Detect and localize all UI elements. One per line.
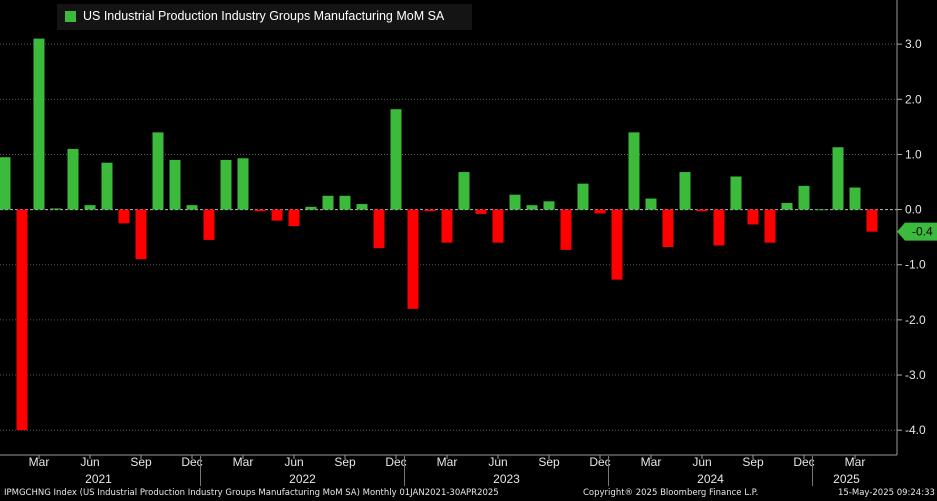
legend: US Industrial Production Industry Groups… bbox=[57, 4, 472, 30]
last-value-label: -0.4 bbox=[912, 225, 933, 239]
x-year-label: 2021 bbox=[85, 472, 112, 486]
bars bbox=[0, 38, 878, 431]
x-month-label: Jun bbox=[284, 455, 303, 469]
bar bbox=[322, 195, 334, 210]
footer-timestamp: 15-May-2025 09:24:33 bbox=[838, 488, 935, 498]
bar bbox=[203, 209, 215, 240]
x-month-label: Jun bbox=[80, 455, 99, 469]
x-month-label: Dec bbox=[181, 455, 202, 469]
last-value-badge bbox=[897, 222, 937, 241]
bar bbox=[526, 205, 538, 210]
bar bbox=[866, 209, 878, 232]
bar bbox=[356, 204, 368, 210]
bar bbox=[101, 162, 113, 210]
bar bbox=[186, 205, 198, 210]
bar bbox=[220, 159, 232, 210]
y-tick-label: 0.0 bbox=[905, 203, 922, 217]
legend-title: US Industrial Production Industry Groups… bbox=[83, 9, 445, 23]
bar bbox=[373, 209, 385, 249]
bar bbox=[271, 209, 283, 221]
bar bbox=[781, 202, 793, 210]
x-month-label: Sep bbox=[742, 455, 764, 469]
bar bbox=[747, 209, 759, 225]
bar bbox=[339, 195, 351, 210]
bar bbox=[67, 148, 79, 210]
bar bbox=[594, 209, 606, 214]
x-month-label: Mar bbox=[233, 455, 254, 469]
bar bbox=[458, 172, 470, 210]
bar bbox=[407, 209, 419, 309]
x-month-label: Mar bbox=[845, 455, 866, 469]
bar bbox=[118, 209, 130, 224]
bar bbox=[254, 209, 266, 212]
bar bbox=[628, 132, 640, 210]
bar bbox=[696, 209, 708, 212]
bar bbox=[492, 209, 504, 243]
bar bbox=[509, 194, 521, 210]
bar bbox=[611, 209, 623, 280]
y-tick-label: -2.0 bbox=[905, 313, 926, 327]
x-month-label: Sep bbox=[130, 455, 152, 469]
footer-source: IPMGCHNG Index (US Industrial Production… bbox=[4, 488, 499, 498]
y-tick-label: 1.0 bbox=[905, 147, 922, 161]
bar bbox=[713, 209, 725, 246]
bar bbox=[798, 185, 810, 210]
y-tick-label: 3.0 bbox=[905, 37, 922, 51]
x-month-label: Sep bbox=[538, 455, 560, 469]
y-tick-label: -1.0 bbox=[905, 258, 926, 272]
x-year-label: 2022 bbox=[289, 472, 316, 486]
last-value-marker: -0.4 bbox=[897, 222, 937, 241]
bar bbox=[543, 201, 555, 210]
x-month-label: Jun bbox=[488, 455, 507, 469]
bar bbox=[237, 158, 249, 210]
bar bbox=[152, 132, 164, 210]
x-month-label: Mar bbox=[437, 455, 458, 469]
x-year-label: 2023 bbox=[493, 472, 520, 486]
y-tick-label: -3.0 bbox=[905, 368, 926, 382]
x-month-label: Mar bbox=[641, 455, 662, 469]
bar bbox=[50, 208, 62, 210]
bar bbox=[305, 206, 317, 210]
bar bbox=[0, 157, 11, 210]
bar bbox=[764, 209, 776, 243]
bar bbox=[832, 147, 844, 210]
bar bbox=[169, 159, 181, 210]
y-tick-label: -4.0 bbox=[905, 423, 926, 437]
bar bbox=[424, 209, 436, 212]
bar bbox=[645, 198, 657, 210]
bar bbox=[475, 209, 487, 214]
bar bbox=[135, 209, 147, 260]
footer-copyright: Copyright® 2025 Bloomberg Finance L.P. bbox=[583, 488, 759, 498]
bar bbox=[577, 183, 589, 210]
x-month-label: Dec bbox=[589, 455, 610, 469]
y-tick-labels: 3.0 2.0 1.0 0.0 -1.0 -2.0 -3.0 -4.0 bbox=[897, 37, 926, 437]
x-month-label: Dec bbox=[793, 455, 814, 469]
x-month-label: Sep bbox=[334, 455, 356, 469]
bar bbox=[390, 109, 402, 210]
bar bbox=[815, 209, 827, 211]
x-tick-labels: Mar Jun Sep Dec Mar Jun Sep Dec Mar Jun Sep Dec Mar J… bbox=[29, 455, 866, 486]
bar bbox=[16, 209, 28, 431]
bar bbox=[84, 205, 96, 210]
bar bbox=[560, 209, 572, 250]
legend-swatch bbox=[65, 11, 76, 22]
bar bbox=[849, 187, 861, 210]
x-month-label: Dec bbox=[385, 455, 406, 469]
x-year-label: 2025 bbox=[833, 472, 860, 486]
axes bbox=[0, 0, 898, 456]
bar bbox=[730, 176, 742, 210]
bar bbox=[441, 209, 453, 243]
x-month-label: Jun bbox=[692, 455, 711, 469]
bar bbox=[679, 172, 691, 210]
x-month-label: Mar bbox=[29, 455, 50, 469]
bar bbox=[33, 38, 45, 210]
bar bbox=[288, 209, 300, 227]
bar bbox=[662, 209, 674, 248]
x-year-label: 2024 bbox=[697, 472, 724, 486]
y-tick-label: 2.0 bbox=[905, 92, 922, 106]
